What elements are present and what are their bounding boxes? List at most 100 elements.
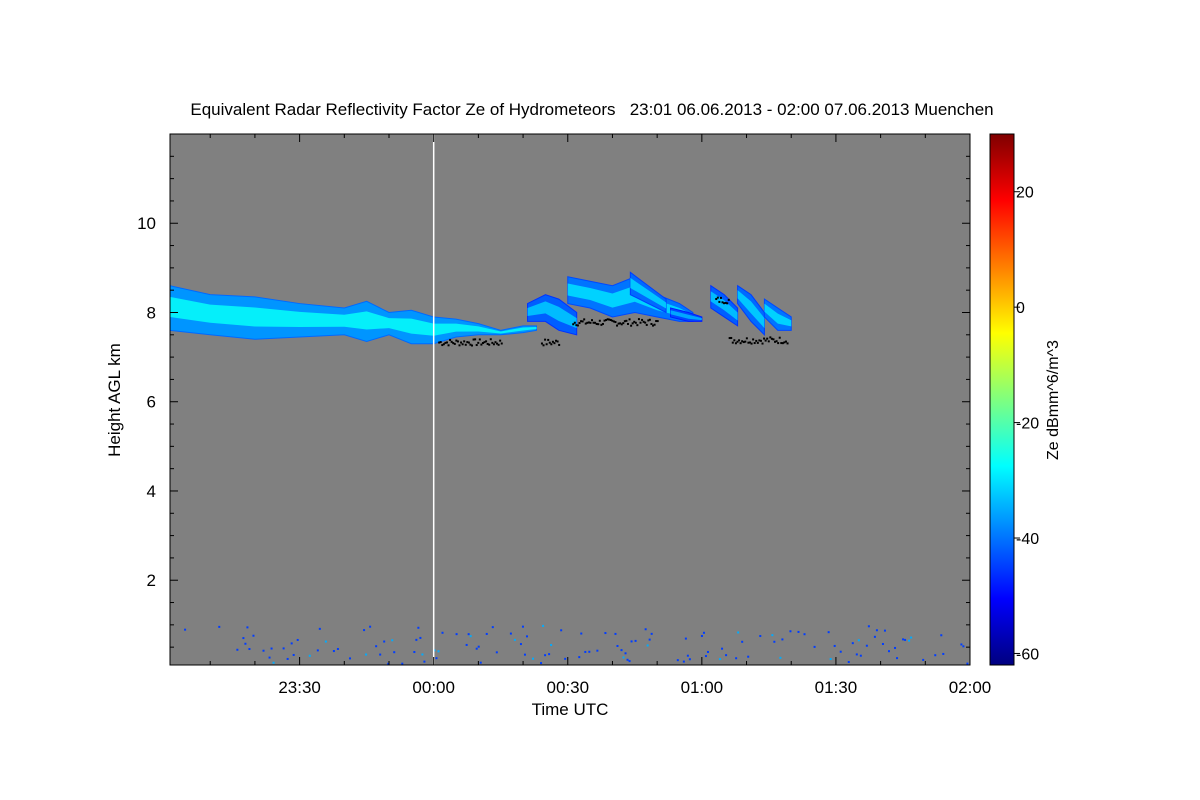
cloud-base-dot	[626, 322, 629, 325]
ground-echo	[244, 642, 247, 645]
ground-echo	[873, 635, 876, 638]
cloud-base-dot	[480, 343, 483, 346]
cloud-base-dot	[544, 338, 547, 341]
cloud-base-dot	[550, 343, 553, 346]
cloud-base-dot	[634, 321, 637, 324]
ground-echo	[542, 624, 545, 627]
cloud-base-dot	[752, 338, 755, 341]
ground-echo	[614, 632, 617, 635]
ground-echo	[363, 629, 366, 632]
ground-echo	[491, 626, 494, 629]
cloud-base-dot	[438, 341, 441, 344]
ground-echo	[318, 627, 321, 630]
plot-frame	[169, 133, 971, 666]
ground-echo	[827, 631, 830, 634]
ground-echo	[859, 654, 862, 657]
cloud-base-dot	[748, 341, 751, 344]
cloud-base-dot	[730, 336, 733, 339]
cloud-base-dot	[478, 338, 481, 341]
ground-echo	[588, 650, 591, 653]
cloud-base-dot	[733, 339, 736, 342]
cloud-base-dot	[592, 321, 595, 324]
cloud-base-dot	[726, 302, 729, 305]
ground-echo	[735, 657, 738, 660]
cloud-base-dot	[625, 319, 628, 322]
cloud-base-dot	[471, 344, 474, 347]
cloud-core-patch-4	[670, 310, 702, 321]
cloud-base-dot	[489, 338, 492, 341]
ground-echo	[218, 625, 221, 628]
ground-echo	[435, 657, 438, 660]
cloud-base-dot	[652, 324, 655, 327]
cloud-base-dot	[556, 340, 559, 343]
cloud-base-dot	[644, 321, 647, 324]
ground-echo	[803, 633, 806, 636]
ground-echo	[348, 657, 351, 660]
cloud-base-dot	[756, 341, 759, 344]
ground-echo	[857, 639, 860, 642]
cloud-base-dot	[608, 318, 611, 321]
colorbar-label: Ze dBmm^6/m^3	[1045, 340, 1062, 460]
ground-echo	[797, 630, 800, 633]
cloud-base-dot	[619, 322, 622, 325]
cloud-base-dot	[718, 300, 721, 303]
ground-echo	[630, 640, 633, 643]
cloud-base-dot	[583, 318, 586, 321]
colorbar-ticks: 20 0 -20 -40 -60	[1014, 185, 1039, 663]
cloud-base-dot	[784, 340, 787, 343]
cloud-base-dot	[558, 343, 561, 346]
cloud-base-dot	[455, 339, 458, 342]
ground-echo	[741, 640, 744, 643]
cloud-base-dot	[630, 324, 633, 327]
ground-echo	[324, 640, 327, 643]
cloud-base-dot	[597, 323, 600, 326]
cloud-base-dot	[781, 342, 784, 345]
cloud-base-dot	[770, 337, 773, 340]
ground-echo	[881, 642, 884, 645]
ground-echo	[286, 657, 289, 660]
axes: 23:30 00:00 00:30 01:00 01:30 02:00 2 4 6 8 10	[137, 134, 991, 697]
ground-echo	[628, 660, 631, 663]
cloud-base-dot	[631, 322, 634, 325]
cloud-base-dot	[450, 340, 453, 343]
cloud-base-dot	[617, 322, 620, 325]
colorbar-tick-label: -40	[1016, 531, 1039, 548]
cloud-base-dot	[499, 339, 502, 342]
ground-echo	[596, 649, 599, 652]
cloud-base-dot	[741, 340, 744, 343]
cloud-base-dot	[774, 340, 777, 343]
ground-echo	[779, 656, 782, 659]
ground-echo	[184, 628, 187, 631]
ground-echo	[781, 638, 784, 641]
ground-echo	[646, 644, 649, 647]
cloud-base-dot	[731, 341, 734, 344]
cloud-base-dot	[747, 341, 750, 344]
cloud-base-dot	[548, 341, 551, 344]
ground-echo	[887, 650, 890, 653]
ground-echo	[883, 629, 886, 632]
cloud-base-dot	[637, 318, 640, 321]
ground-echo	[262, 649, 265, 652]
x-tick-label: 23:30	[278, 678, 321, 697]
cloud-base-dot	[723, 302, 726, 305]
ground-echo	[686, 654, 689, 657]
ground-echo	[960, 643, 963, 646]
ground-echo	[296, 638, 299, 641]
cloud-base-dot	[744, 340, 747, 343]
ground-echo	[706, 650, 709, 653]
ground-echo	[419, 636, 422, 639]
cloud-base-dot	[578, 321, 581, 324]
cloud-base-dot	[575, 324, 578, 327]
ground-echo	[423, 660, 426, 663]
ground-echo	[700, 634, 703, 637]
cloud-base-dot	[742, 341, 745, 344]
ground-echo	[624, 652, 627, 655]
cloud-base-dot	[647, 319, 650, 322]
radar-data-layer	[170, 271, 969, 665]
cloud-base-dot	[601, 322, 604, 325]
ground-echo	[415, 638, 418, 641]
cloud-base-dot	[598, 319, 601, 322]
ground-echo	[495, 651, 498, 654]
ground-echo	[626, 658, 629, 661]
